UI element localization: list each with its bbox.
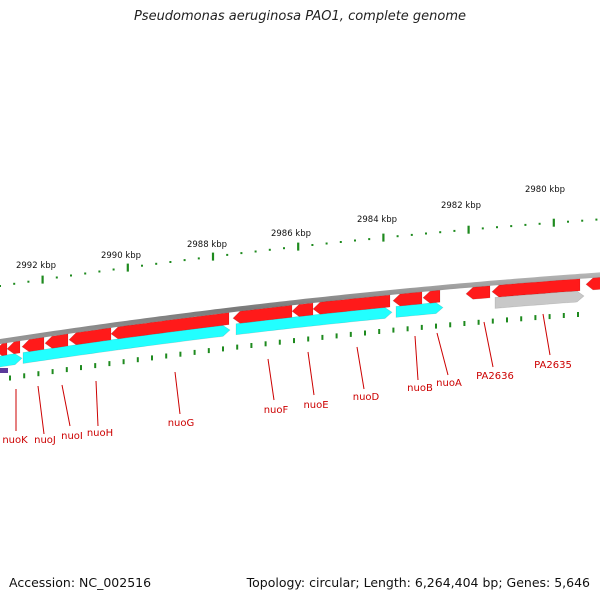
accession-label: Accession: NC_002516 [9, 575, 152, 590]
gene-leader [356, 346, 365, 390]
scale-label: 2980 kbp [525, 185, 565, 195]
gene-label[interactable]: nuoI [61, 431, 83, 442]
gene-arrow[interactable] [585, 277, 600, 291]
left-marker [0, 368, 8, 373]
gene-arrow[interactable] [465, 285, 491, 300]
gene-label[interactable]: nuoF [264, 405, 289, 416]
genome-backbone [0, 272, 600, 344]
gene-leader [542, 313, 551, 356]
gene-label[interactable]: PA2635 [534, 360, 572, 371]
cds-band-segment[interactable] [395, 302, 444, 318]
scale-label: 2990 kbp [101, 251, 141, 261]
gene-leader [61, 384, 71, 427]
gene-label[interactable]: PA2636 [476, 371, 514, 382]
cds-band-segment[interactable] [22, 325, 231, 364]
gene-arrow[interactable] [44, 333, 69, 349]
gene-arrow[interactable] [392, 291, 423, 307]
gene-arrow[interactable] [422, 289, 441, 304]
gene-arrow[interactable] [312, 294, 391, 315]
scale-label: 2986 kbp [271, 229, 311, 239]
gene-label[interactable]: nuoH [87, 428, 113, 439]
gene-label[interactable]: nuoE [303, 400, 328, 411]
gene-leader [307, 351, 315, 396]
gene-label[interactable]: nuoA [436, 378, 462, 389]
gene-leader [267, 358, 275, 401]
pseudogene-bar[interactable] [494, 290, 585, 309]
gene-leader [436, 332, 449, 376]
gene-label[interactable]: nuoD [353, 392, 380, 403]
gene-arrow[interactable] [110, 312, 230, 340]
gene-leader [483, 321, 494, 368]
scale-label: 2982 kbp [441, 201, 481, 211]
gene-arrow[interactable] [6, 340, 21, 355]
gene-label[interactable]: nuoB [407, 383, 433, 394]
scale-label: 2992 kbp [16, 261, 56, 271]
gene-arrow[interactable] [0, 342, 8, 357]
topology-label: Topology: circular; Length: 6,264,404 bp… [246, 575, 590, 590]
gene-leader [95, 380, 99, 427]
gene-leader [414, 335, 419, 381]
scale-label: 2988 kbp [187, 240, 227, 250]
gene-leader [174, 371, 181, 415]
gene-label[interactable]: nuoG [168, 418, 195, 429]
gene-leader [37, 385, 45, 435]
gene-arrow[interactable] [291, 302, 314, 317]
map-title: Pseudomonas aeruginosa PAO1, complete ge… [133, 9, 467, 24]
gene-label[interactable]: nuoJ [34, 435, 56, 446]
cds-band-segment[interactable] [0, 353, 23, 368]
gene-label[interactable]: nuoK [2, 435, 28, 446]
gene-arrow[interactable] [21, 337, 45, 352]
scale-label: 2984 kbp [357, 215, 397, 225]
